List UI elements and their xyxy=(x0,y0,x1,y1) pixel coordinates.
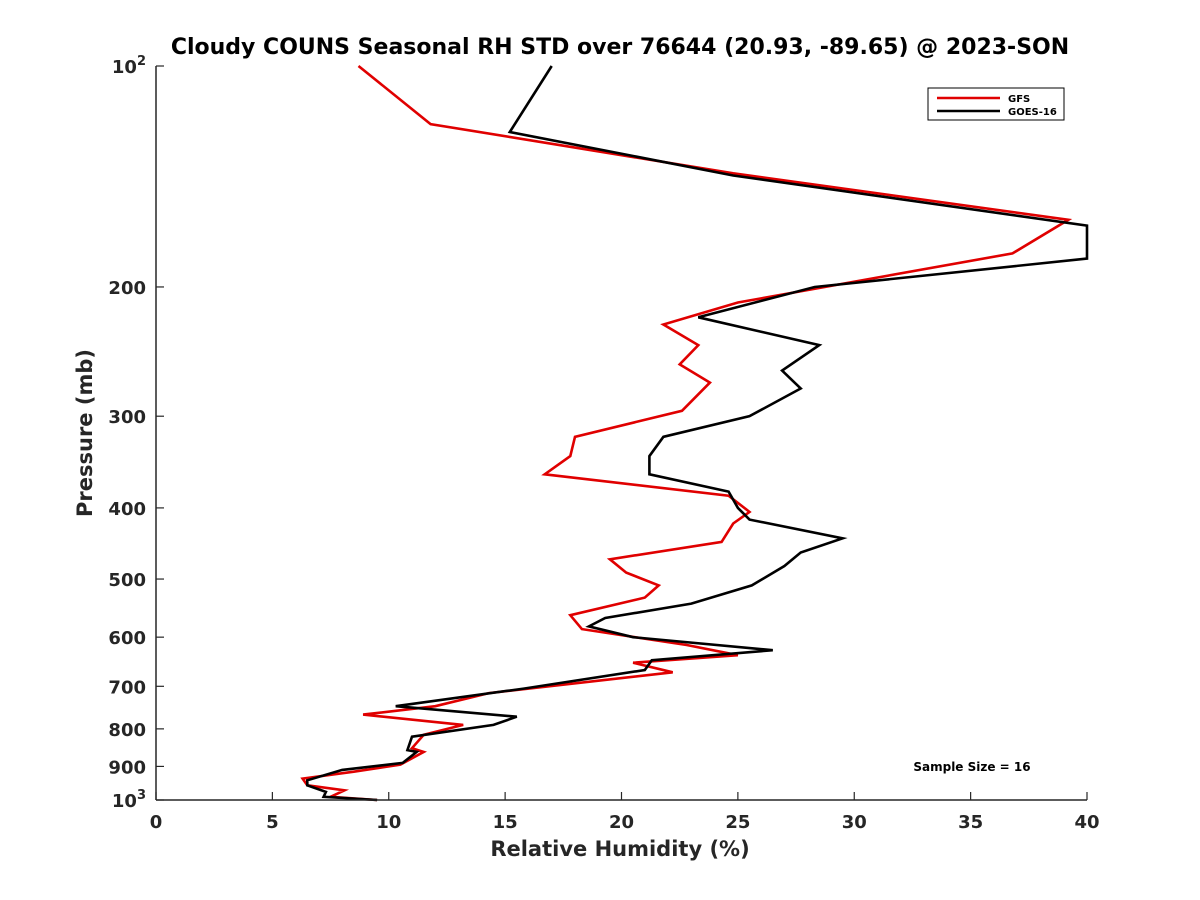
y-tick-label: 600 xyxy=(108,628,146,649)
y-tick-label: 500 xyxy=(108,570,146,591)
legend-box xyxy=(927,87,1065,121)
chart-title: Cloudy COUNS Seasonal RH STD over 76644 … xyxy=(171,35,1069,60)
y-tick-label: 900 xyxy=(108,757,146,778)
series-line-gfs xyxy=(300,64,1073,802)
y-tick-label: 400 xyxy=(108,499,146,520)
x-tick-label: 30 xyxy=(842,812,867,833)
x-axis-ticks: 0 5 10 15 20 25 30 35 40 xyxy=(150,792,1100,833)
x-tick-label: 20 xyxy=(609,812,634,833)
y-axis-label: Pressure (mb) xyxy=(73,349,97,517)
legend-label: GFS xyxy=(1008,94,1030,105)
x-tick-label: 5 xyxy=(266,812,279,833)
x-tick-label: 35 xyxy=(958,812,983,833)
y-tick-label: 700 xyxy=(108,677,146,698)
x-tick-label: 25 xyxy=(725,812,750,833)
y-tick-label: 103 xyxy=(112,788,146,812)
x-tick-label: 0 xyxy=(150,812,163,833)
x-tick-label: 10 xyxy=(376,812,401,833)
x-axis-label: Relative Humidity (%) xyxy=(490,837,749,861)
sample-size-annotation: Sample Size = 16 xyxy=(913,760,1030,774)
y-tick-label: 300 xyxy=(108,407,146,428)
series-layer xyxy=(300,64,1089,802)
y-tick-label: 200 xyxy=(108,278,146,299)
x-tick-label: 40 xyxy=(1074,812,1099,833)
y-tick-label: 800 xyxy=(108,720,146,741)
series-line-goes-16 xyxy=(305,65,1089,802)
legend-label: GOES-16 xyxy=(1008,107,1057,118)
y-axis-ticks: 102 200 300 400 500 600 700 800 900 103 xyxy=(108,54,164,812)
legend: GFS GOES-16 xyxy=(927,87,1065,121)
y-tick-label: 102 xyxy=(112,54,146,78)
x-tick-label: 15 xyxy=(493,812,518,833)
